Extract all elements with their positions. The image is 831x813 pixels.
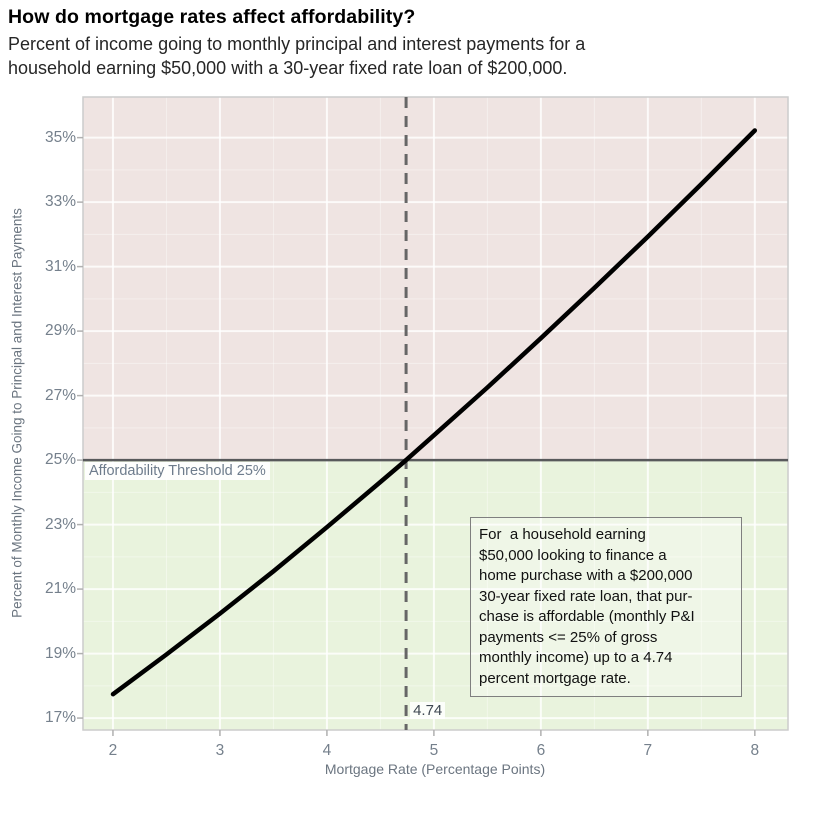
y-tick-label: 19%: [44, 644, 76, 662]
chart-subtitle-line-1: Percent of income going to monthly princ…: [8, 34, 586, 54]
annotation-line: payments <= 25% of gross: [479, 628, 658, 646]
annotation-line: monthly income) up to a 4.74: [479, 649, 673, 666]
annotation-line: home purchase with a $200,000: [479, 567, 693, 584]
y-tick-label: 31%: [44, 257, 76, 275]
x-tick-label: 5: [429, 742, 439, 759]
annotation-line: For a household earning: [479, 526, 646, 543]
region-affordable: [83, 460, 788, 730]
y-tick-label: 21%: [44, 580, 76, 598]
annotation-line: 30-year fixed rate loan, that pur-: [479, 587, 693, 605]
y-axis-title: Percent of Monthly Income Going to Princ…: [9, 208, 25, 618]
x-tick-label: 4: [322, 742, 332, 759]
y-tick-label: 33%: [44, 193, 76, 211]
y-tick-label: 27%: [44, 386, 76, 404]
y-tick-label: 17%: [44, 709, 76, 727]
panel-border: [82, 96, 789, 731]
x-tick-label: 7: [643, 742, 653, 759]
affordability-threshold-label: Affordability Threshold 25%: [85, 462, 270, 481]
payment-share-curve: [110, 128, 758, 697]
y-tick-label: 35%: [44, 128, 76, 146]
annotation-box: For a household earning $50,000 looking t…: [470, 517, 742, 697]
x-tick-label: 8: [750, 742, 760, 759]
y-tick-label: 29%: [44, 322, 76, 340]
chart-subtitle-line-2: household earning $50,000 with a 30-year…: [8, 58, 568, 78]
chart-title: How do mortgage rates affect affordabili…: [8, 6, 416, 28]
y-tick-label: 25%: [44, 451, 76, 469]
x-axis-title: Mortgage Rate (Percentage Points): [324, 761, 546, 777]
annotation-line: percent mortgage rate.: [479, 669, 631, 687]
x-tick-label: 2: [108, 742, 118, 759]
y-tick-label: 23%: [44, 515, 76, 533]
x-tick-label: 3: [215, 742, 225, 759]
chart-subtitle: Percent of income going to monthly princ…: [8, 32, 585, 80]
region-unaffordable: [83, 97, 788, 461]
annotation-line: chase is affordable (monthly P&I: [479, 608, 695, 625]
annotation-line: $50,000 looking to finance a: [479, 546, 667, 564]
threshold-rate-value-label: 4.74: [410, 702, 446, 719]
x-tick-label: 6: [536, 742, 546, 759]
